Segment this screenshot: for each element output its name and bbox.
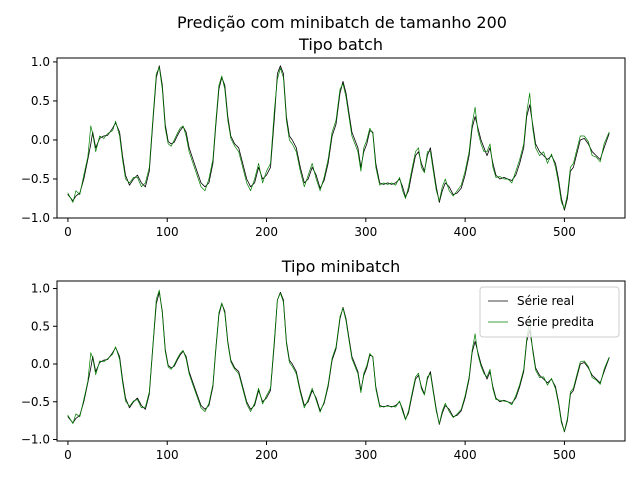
y-tick-label: −0.5 bbox=[21, 395, 50, 409]
series-group bbox=[67, 289, 610, 433]
x-tick-label: 200 bbox=[255, 448, 278, 462]
legend-label: Série real bbox=[517, 294, 574, 308]
y-tick-label: 0.0 bbox=[31, 133, 50, 147]
series-group bbox=[67, 65, 610, 211]
x-tick-label: 400 bbox=[454, 448, 477, 462]
plot-minibatch: Tipo minibatch 0 100 200 300 400 500 −1.0 −0.5 0.… bbox=[21, 257, 626, 462]
chart-title: Tipo minibatch bbox=[281, 257, 401, 276]
y-tick-label: −1.0 bbox=[21, 432, 50, 446]
y-tick-label: 0.5 bbox=[31, 94, 50, 108]
x-tick-label: 0 bbox=[64, 225, 72, 239]
x-tick-label: 500 bbox=[553, 225, 576, 239]
x-tick-label: 300 bbox=[354, 448, 377, 462]
chart-title: Tipo batch bbox=[298, 35, 383, 54]
x-tick-label: 100 bbox=[156, 225, 179, 239]
y-tick-label: 0.5 bbox=[31, 319, 50, 333]
y-tick-label: 1.0 bbox=[31, 282, 50, 296]
x-tick-label: 0 bbox=[64, 448, 72, 462]
y-tick-label: −0.5 bbox=[21, 172, 50, 186]
y-tick-label: −1.0 bbox=[21, 211, 50, 225]
x-tick-label: 200 bbox=[255, 225, 278, 239]
series-line-predicted bbox=[67, 289, 610, 432]
axes-frame bbox=[56, 280, 626, 442]
y-tick-label: 1.0 bbox=[31, 55, 50, 69]
x-tick-label: 500 bbox=[553, 448, 576, 462]
axes-frame bbox=[56, 57, 626, 219]
series-line-predicted bbox=[67, 67, 610, 209]
y-tick-label: 0.0 bbox=[31, 357, 50, 371]
x-tick-label: 100 bbox=[156, 448, 179, 462]
legend: Série real Série predita bbox=[479, 286, 620, 338]
legend-box bbox=[479, 286, 620, 338]
series-line-real bbox=[67, 65, 610, 211]
figure-suptitle: Predição com minibatch de tamanho 200 bbox=[177, 13, 507, 32]
plot-batch: Tipo batch 0 100 200 300 400 500 −1.0 −0.5 0.0 0.5… bbox=[21, 35, 626, 239]
x-tick-label: 300 bbox=[354, 225, 377, 239]
legend-label: Série predita bbox=[517, 315, 594, 329]
x-tick-label: 400 bbox=[454, 225, 477, 239]
